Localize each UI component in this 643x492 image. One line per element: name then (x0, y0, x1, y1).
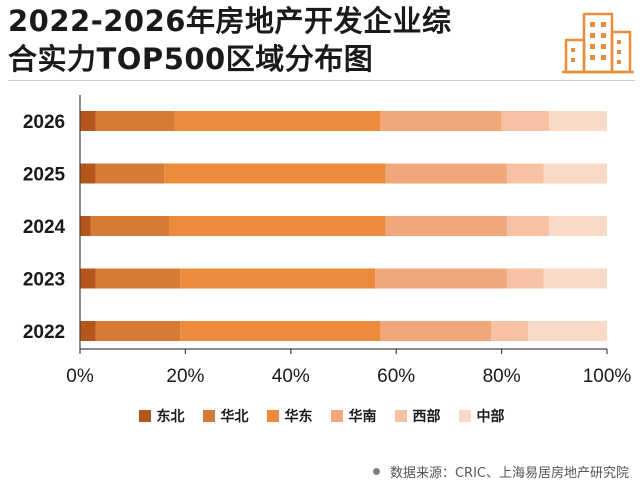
bar-segment (180, 321, 381, 341)
bar-segment (491, 321, 528, 341)
bar-segment (95, 111, 175, 131)
legend-swatch (266, 410, 279, 422)
bar-segment (375, 268, 507, 289)
x-tick-label: 40% (272, 366, 310, 387)
legend-item: 东北 (138, 406, 185, 426)
bar-segment (174, 111, 381, 131)
bar-segment (527, 321, 607, 341)
title-divider (8, 80, 635, 81)
category-label: 2025 (23, 165, 66, 186)
x-tick-label: 60% (377, 366, 415, 387)
bar-segment (95, 321, 181, 341)
legend-label: 东北 (156, 409, 185, 425)
legend-item: 西部 (394, 406, 441, 426)
bar-segment (549, 216, 607, 236)
chart-title: 2022-2026年房地产开发企业综 合实力TOP500区域分布图 (8, 2, 548, 78)
bar-segment (180, 268, 376, 289)
bar-segment (543, 268, 607, 289)
bar-segment (506, 268, 544, 289)
x-tick-label: 0% (66, 366, 94, 387)
building-icon (562, 12, 634, 74)
bar-segment (95, 163, 165, 184)
legend-swatch (394, 410, 407, 422)
bar-segment (501, 111, 550, 131)
bar-segment (380, 321, 492, 341)
bar-segment (80, 216, 91, 236)
bar-segment (80, 163, 96, 184)
source-note: 数据来源：CRIC、上海易居房地产研究院 (372, 462, 629, 481)
x-tick-label: 100% (583, 366, 632, 387)
legend-label: 中部 (476, 409, 505, 425)
stacked-bar-chart: 2026 2025 2024 2023 2022 0% 20% 40% 60% 80% 100% (23, 95, 632, 387)
bullet-icon (372, 468, 380, 475)
bar-segment (164, 163, 386, 184)
category-label: 2026 (23, 112, 65, 133)
legend-label: 华南 (348, 409, 377, 425)
bar-segment (380, 111, 502, 131)
bar-segment (90, 216, 170, 236)
legend-item: 华北 (202, 406, 249, 426)
legend-label: 西部 (412, 409, 441, 425)
legend-item: 中部 (458, 406, 505, 426)
x-tick-label: 80% (483, 366, 521, 387)
legend-label: 华东 (284, 409, 313, 425)
bar-segment (506, 216, 550, 236)
legend-item: 华南 (330, 406, 377, 426)
bar-segment (543, 163, 607, 184)
bar-segment (506, 163, 544, 184)
bar-segment (80, 111, 96, 131)
bar-segment (80, 268, 96, 289)
category-label: 2022 (23, 322, 65, 343)
bar-segment (385, 163, 507, 184)
title-line-2: 合实力TOP500区域分布图 (8, 42, 374, 76)
bar-segment (95, 268, 181, 289)
source-text: 数据来源：CRIC、上海易居房地产研究院 (389, 466, 629, 481)
legend-swatch (330, 410, 343, 422)
legend-swatch (458, 410, 471, 422)
category-label: 2024 (23, 217, 66, 238)
legend-swatch (202, 410, 215, 422)
bar-segment (385, 216, 507, 236)
x-tick-label: 20% (166, 366, 204, 387)
bar-segment (549, 111, 607, 131)
bar-segment (169, 216, 386, 236)
legend-label: 华北 (220, 409, 249, 425)
bar-segment (80, 321, 96, 341)
category-label: 2023 (23, 270, 65, 291)
legend: 东北 华北 华东 华南 西部 中部 (0, 406, 643, 426)
legend-item: 华东 (266, 406, 313, 426)
legend-swatch (138, 410, 151, 422)
title-line-1: 2022-2026年房地产开发企业综 (8, 4, 452, 38)
